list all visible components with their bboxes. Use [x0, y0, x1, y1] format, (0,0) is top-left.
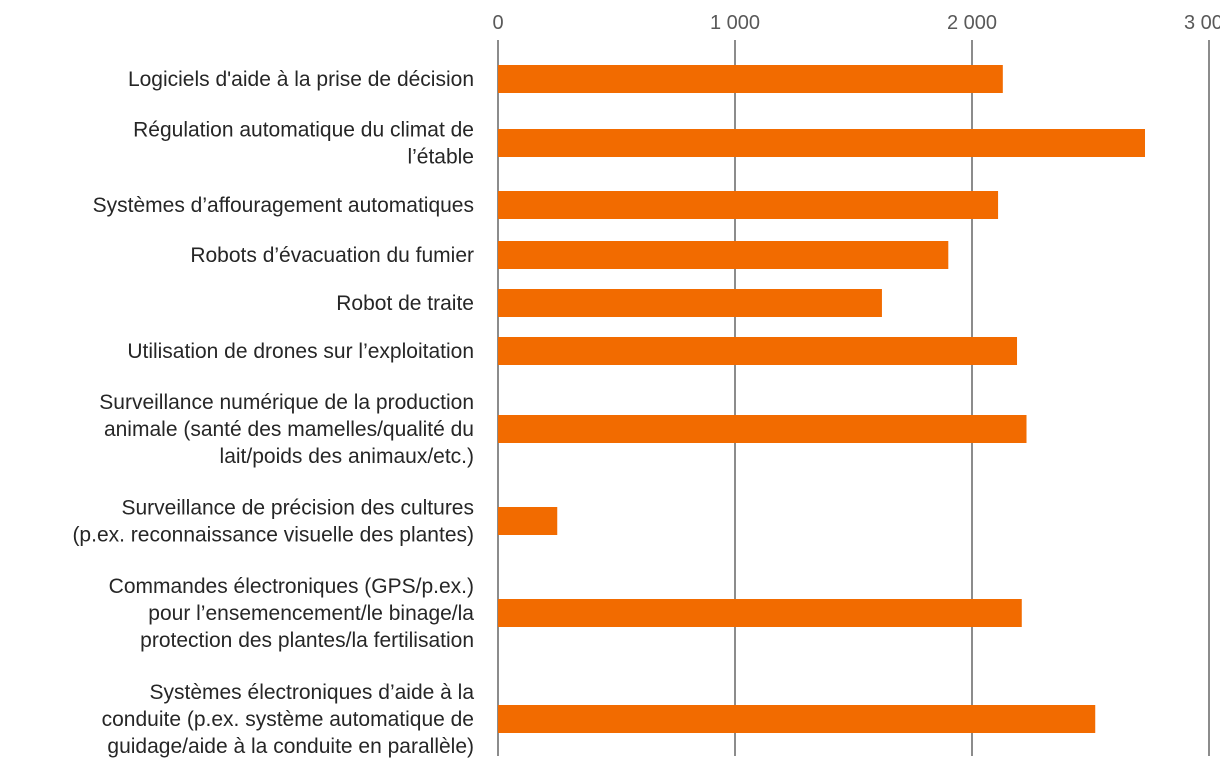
x-tick-label: 2 000 [947, 12, 997, 34]
bar [498, 507, 558, 535]
bar [498, 415, 1027, 443]
bar [498, 65, 1003, 93]
x-tick-label: 3 000 [1184, 12, 1220, 34]
category-label: Logiciels d'aide à la prise de décision [128, 68, 474, 91]
x-tick-label: 1 000 [710, 12, 760, 34]
bar [498, 705, 1096, 733]
category-label: Robots d’évacuation du fumier [190, 244, 474, 267]
category-label: Systèmes électroniques d’aide à la condui… [102, 681, 475, 758]
bar [498, 241, 949, 269]
category-label: Utilisation de drones sur l’exploitation [127, 340, 474, 363]
bar [498, 289, 882, 317]
category-label: Surveillance de précision des cultures (p… [72, 497, 474, 547]
bar [498, 337, 1018, 365]
bar [498, 129, 1146, 157]
category-label: Régulation automatique du climat de l’éta… [133, 119, 474, 169]
category-label: Systèmes d’affouragement automatiques [93, 194, 474, 217]
x-tick-label: 0 [492, 12, 503, 34]
category-label: Commandes électroniques (GPS/p.ex.) pour … [109, 575, 475, 652]
category-label: Robot de traite [336, 292, 474, 315]
bar [498, 191, 999, 219]
category-label: Surveillance numérique de la production a… [99, 391, 474, 468]
bar [498, 599, 1022, 627]
